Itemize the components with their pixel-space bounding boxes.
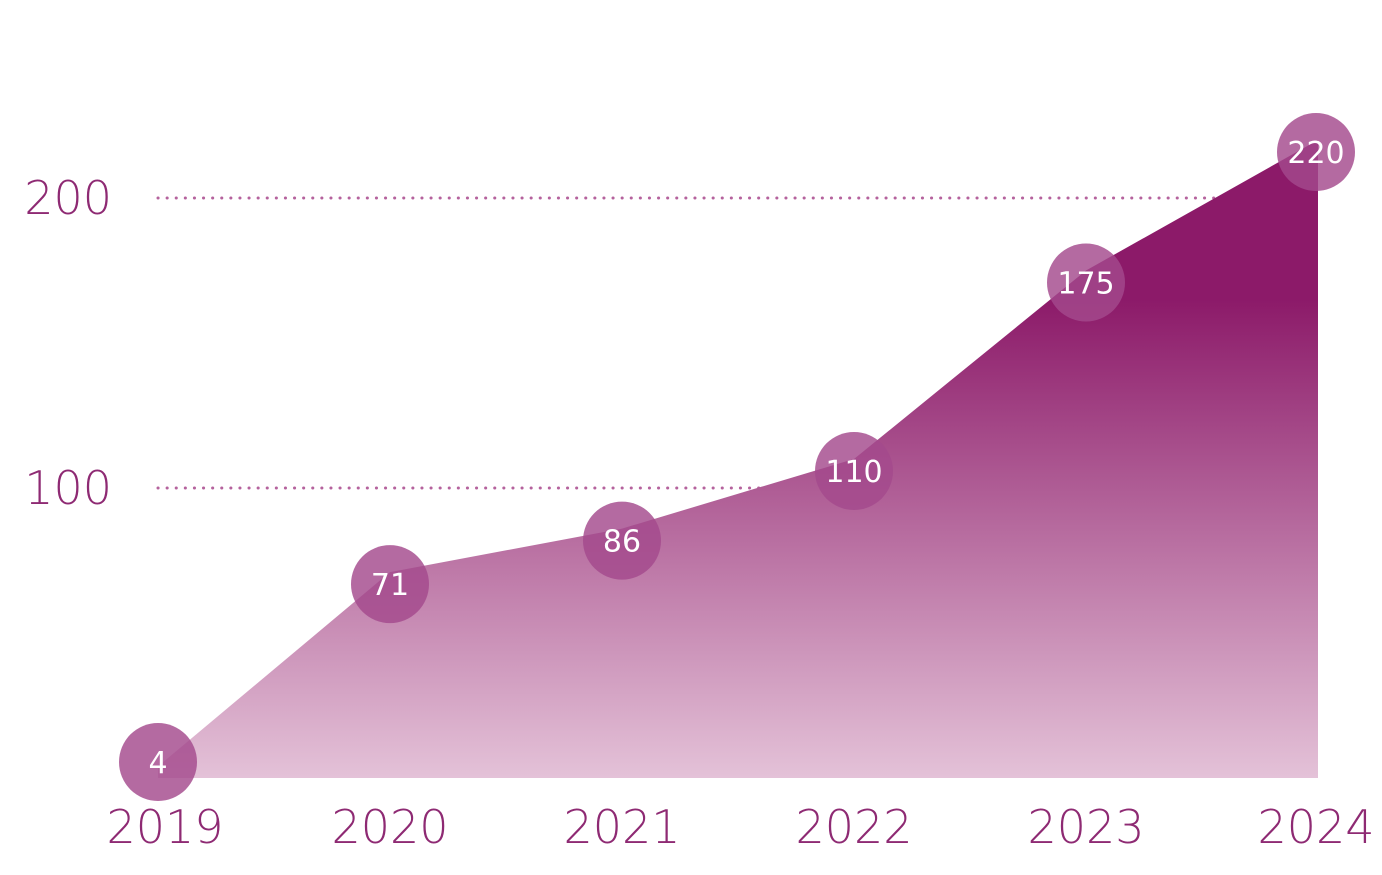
x-tick-label: 2022 <box>795 800 912 854</box>
data-point-bubble <box>583 501 661 580</box>
data-label: 175 <box>1057 267 1114 302</box>
data-point-bubbles: 4 71 86 110 175 220 <box>119 113 1355 801</box>
y-tick-label: 200 <box>24 171 112 225</box>
data-point: 4 <box>119 723 197 801</box>
data-label: 220 <box>1287 136 1344 171</box>
data-point-bubble <box>815 432 893 510</box>
area-series <box>158 140 1318 778</box>
data-point-bubble <box>1277 113 1355 191</box>
x-tick-label: 2021 <box>563 800 680 854</box>
data-point: 220 <box>1277 113 1355 191</box>
x-axis-tick-labels: 2019 2020 2021 2022 2023 2024 <box>106 800 1374 854</box>
data-point: 86 <box>583 501 661 580</box>
area-fill <box>158 140 1318 778</box>
x-tick-label: 2023 <box>1027 800 1144 854</box>
gridlines <box>156 196 1324 490</box>
data-label: 110 <box>825 455 882 490</box>
y-tick-label: 100 <box>24 461 112 515</box>
data-point-bubble <box>1047 243 1125 322</box>
x-tick-label: 2020 <box>331 800 448 854</box>
data-point-bubble <box>351 545 429 624</box>
data-point-bubble <box>119 723 197 801</box>
x-tick-label: 2024 <box>1257 800 1374 854</box>
data-label: 71 <box>371 568 409 603</box>
data-point: 110 <box>815 432 893 510</box>
y-axis-tick-labels: 100 200 <box>24 171 112 515</box>
x-tick-label: 2019 <box>106 800 223 854</box>
data-label: 86 <box>603 525 641 560</box>
data-label: 4 <box>148 746 167 781</box>
data-point: 175 <box>1047 243 1125 322</box>
data-point: 71 <box>351 545 429 624</box>
